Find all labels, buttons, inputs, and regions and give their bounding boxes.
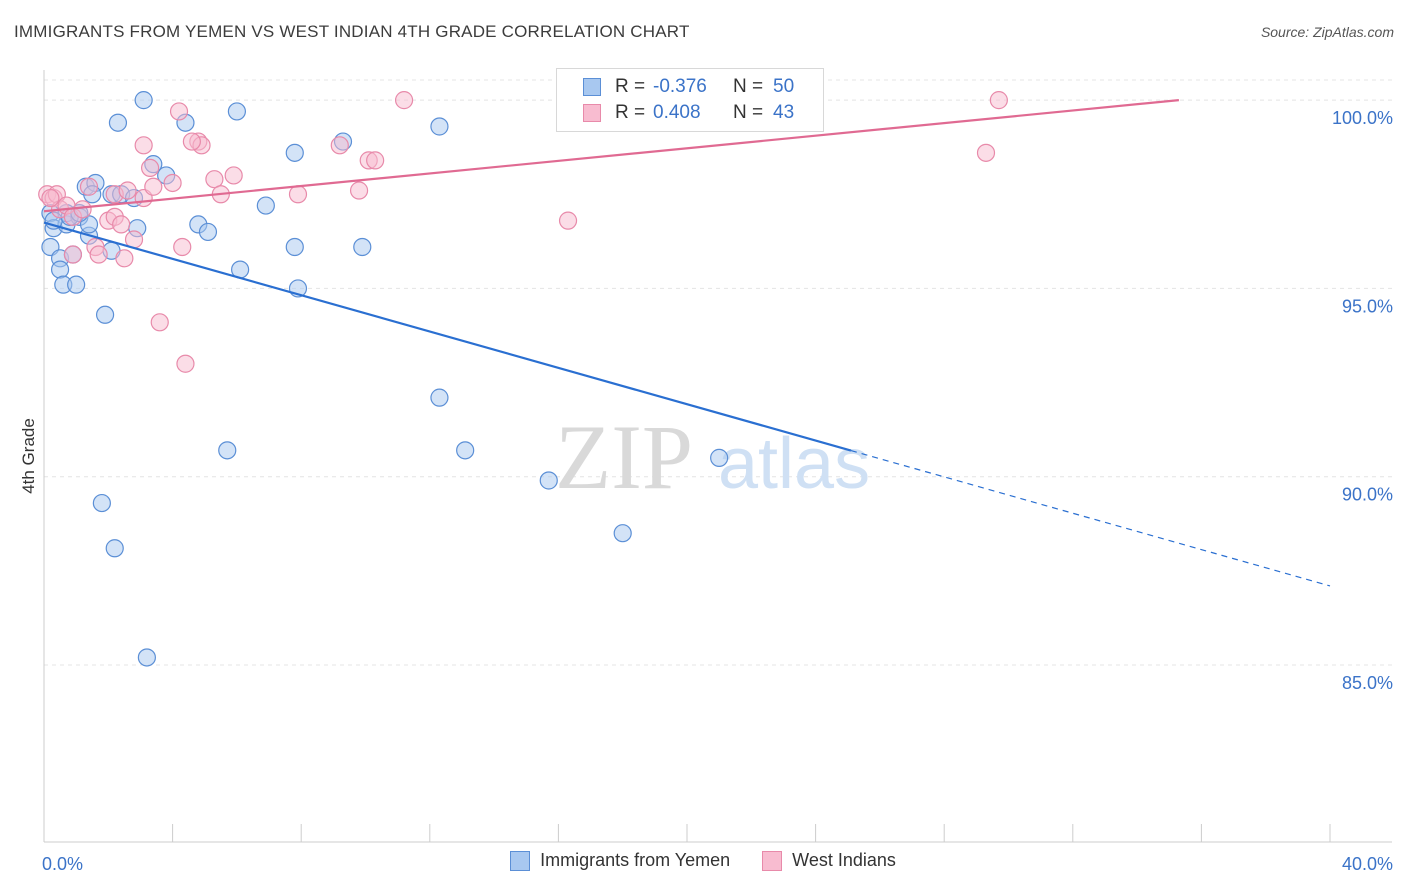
x-tick-label: 40.0% bbox=[1342, 854, 1393, 874]
point-west-indians bbox=[163, 173, 182, 193]
series-swatch-west-indians bbox=[762, 850, 783, 871]
data-points bbox=[38, 91, 1008, 667]
x-tick-label: 0.0% bbox=[42, 854, 83, 874]
point-yemen bbox=[539, 471, 558, 490]
point-west-indians bbox=[73, 200, 92, 219]
point-west-indians bbox=[63, 245, 83, 264]
point-west-indians bbox=[176, 354, 195, 373]
y-tick-label: 95.0% bbox=[1342, 296, 1393, 316]
point-west-indians bbox=[366, 151, 385, 170]
point-yemen bbox=[50, 260, 70, 279]
point-yemen bbox=[710, 448, 729, 467]
point-west-indians bbox=[118, 181, 137, 200]
point-yemen bbox=[137, 648, 156, 667]
y-tick-label: 90.0% bbox=[1342, 485, 1393, 505]
point-west-indians bbox=[41, 188, 60, 208]
point-west-indians bbox=[224, 166, 243, 185]
grid bbox=[44, 79, 1392, 666]
point-west-indians bbox=[205, 170, 224, 189]
legend-r-label: R = bbox=[615, 102, 646, 123]
legend-n-value: 43 bbox=[773, 102, 795, 123]
chart-title: IMMIGRANTS FROM YEMEN VS WEST INDIAN 4TH… bbox=[14, 22, 690, 41]
point-yemen bbox=[95, 305, 115, 324]
trend-lines bbox=[43, 99, 1331, 587]
legend-swatch-yemen bbox=[583, 78, 601, 96]
watermark: ZIP atlas bbox=[555, 406, 870, 508]
point-yemen bbox=[456, 441, 475, 460]
point-west-indians bbox=[150, 313, 169, 332]
point-yemen bbox=[198, 222, 218, 242]
legend-r-label: R = bbox=[615, 76, 646, 97]
point-west-indians bbox=[89, 245, 108, 264]
point-west-indians bbox=[140, 158, 160, 178]
series-legend: Immigrants from Yemen West Indians bbox=[0, 850, 1406, 871]
point-west-indians bbox=[349, 181, 369, 200]
point-yemen bbox=[92, 493, 111, 513]
legend-n-label: N = bbox=[733, 102, 764, 123]
trend-line-yemen-projected bbox=[850, 449, 1331, 587]
legend-n-label: N = bbox=[733, 76, 764, 97]
tick-labels: 100.0% 95.0% 90.0% 85.0% 0.0% 40.0% 4th Grade bbox=[19, 108, 1393, 874]
correlation-legend: R = -0.376 N = 50 R = 0.408 N = 43 bbox=[556, 68, 824, 132]
y-tick-label: 85.0% bbox=[1342, 673, 1393, 693]
legend-swatch-west-indians bbox=[583, 104, 601, 122]
point-yemen bbox=[218, 441, 237, 460]
point-yemen bbox=[353, 237, 372, 257]
trend-line-yemen bbox=[43, 221, 852, 452]
y-axis-title: 4th Grade bbox=[19, 418, 38, 494]
point-yemen bbox=[256, 196, 275, 215]
source-label: Source: ZipAtlas.com bbox=[1260, 24, 1394, 40]
point-yemen bbox=[613, 524, 632, 543]
watermark-zip: ZIP bbox=[555, 406, 693, 508]
y-tick-label: 100.0% bbox=[1332, 108, 1393, 128]
point-west-indians bbox=[288, 185, 308, 204]
legend-r-value: 0.408 bbox=[653, 102, 701, 123]
legend-row-yemen: R = -0.376 N = 50 bbox=[583, 74, 794, 100]
point-west-indians bbox=[330, 136, 349, 155]
point-yemen bbox=[285, 143, 304, 162]
legend-row-west-indians: R = 0.408 N = 43 bbox=[583, 100, 794, 126]
series-swatch-yemen bbox=[510, 850, 531, 871]
point-yemen bbox=[67, 275, 86, 294]
point-west-indians bbox=[144, 177, 163, 196]
point-west-indians bbox=[112, 215, 131, 234]
point-west-indians bbox=[173, 237, 192, 257]
point-yemen bbox=[430, 117, 449, 136]
series-legend-west-indians: West Indians bbox=[762, 850, 896, 871]
point-west-indians bbox=[134, 136, 153, 155]
point-yemen bbox=[430, 388, 449, 407]
point-west-indians bbox=[182, 132, 201, 151]
point-west-indians bbox=[115, 249, 134, 268]
series-label-yemen: Immigrants from Yemen bbox=[540, 850, 731, 870]
point-west-indians bbox=[558, 211, 578, 230]
point-west-indians bbox=[976, 143, 996, 162]
point-yemen bbox=[105, 539, 124, 558]
point-west-indians bbox=[79, 177, 99, 196]
series-label-west-indians: West Indians bbox=[792, 850, 896, 870]
point-west-indians bbox=[394, 91, 414, 110]
legend-r-value: -0.376 bbox=[653, 76, 707, 97]
point-yemen bbox=[108, 113, 128, 132]
point-west-indians bbox=[169, 102, 189, 121]
point-yemen bbox=[134, 91, 153, 110]
point-yemen bbox=[285, 237, 304, 257]
watermark-atlas: atlas bbox=[718, 424, 870, 504]
legend-n-value: 50 bbox=[773, 76, 795, 97]
series-legend-yemen: Immigrants from Yemen bbox=[510, 850, 730, 871]
point-west-indians bbox=[989, 91, 1008, 110]
trend-line-west-indians bbox=[43, 99, 1180, 213]
point-yemen bbox=[227, 102, 246, 121]
